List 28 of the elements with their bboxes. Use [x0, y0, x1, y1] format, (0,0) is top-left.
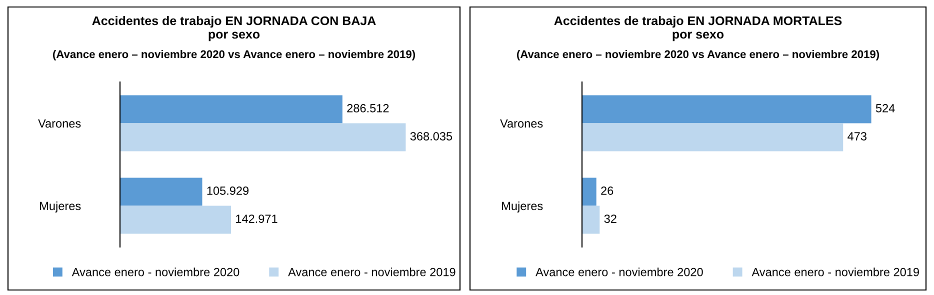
bar	[120, 178, 202, 206]
y-tick-label: Mujeres	[40, 201, 81, 212]
data-label: 142.971	[236, 214, 278, 223]
bar	[582, 178, 596, 206]
data-label: 473	[848, 132, 866, 140]
legend-label: Avance enero - noviembre 2020	[72, 268, 240, 276]
chart-title: Accidentes de trabajo EN JORNADA MORTALES por sexo	[554, 16, 842, 42]
bar	[120, 95, 342, 124]
bar	[120, 123, 406, 152]
y-tick-label: Varones	[500, 119, 543, 128]
bar	[120, 206, 231, 234]
data-label: 32	[604, 214, 616, 223]
legend-label: Avance enero - noviembre 2020	[536, 268, 703, 276]
data-label: 368.035	[410, 132, 452, 140]
data-label: 26	[601, 186, 614, 195]
bar	[582, 95, 872, 124]
legend-label: Avance enero - noviembre 2019	[752, 268, 919, 276]
chart-title: Accidentes de trabajo EN JORNADA CON BAJA por sexo	[92, 16, 376, 42]
legend-label: Avance enero - noviembre 2019	[288, 268, 456, 276]
chart-subtitle: (Avance enero – noviembre 2020 vs Avance enero – noviembre 2019)	[517, 50, 880, 60]
bar	[582, 206, 600, 234]
y-tick-label: Mujeres	[502, 201, 543, 212]
y-tick-label: Varones	[38, 119, 81, 128]
data-label: 286.512	[347, 104, 389, 112]
bar	[582, 123, 844, 152]
data-label: 105.929	[207, 186, 249, 195]
chart-subtitle: (Avance enero – noviembre 2020 vs Avance enero – noviembre 2019)	[53, 50, 416, 60]
data-label: 524	[876, 104, 895, 112]
